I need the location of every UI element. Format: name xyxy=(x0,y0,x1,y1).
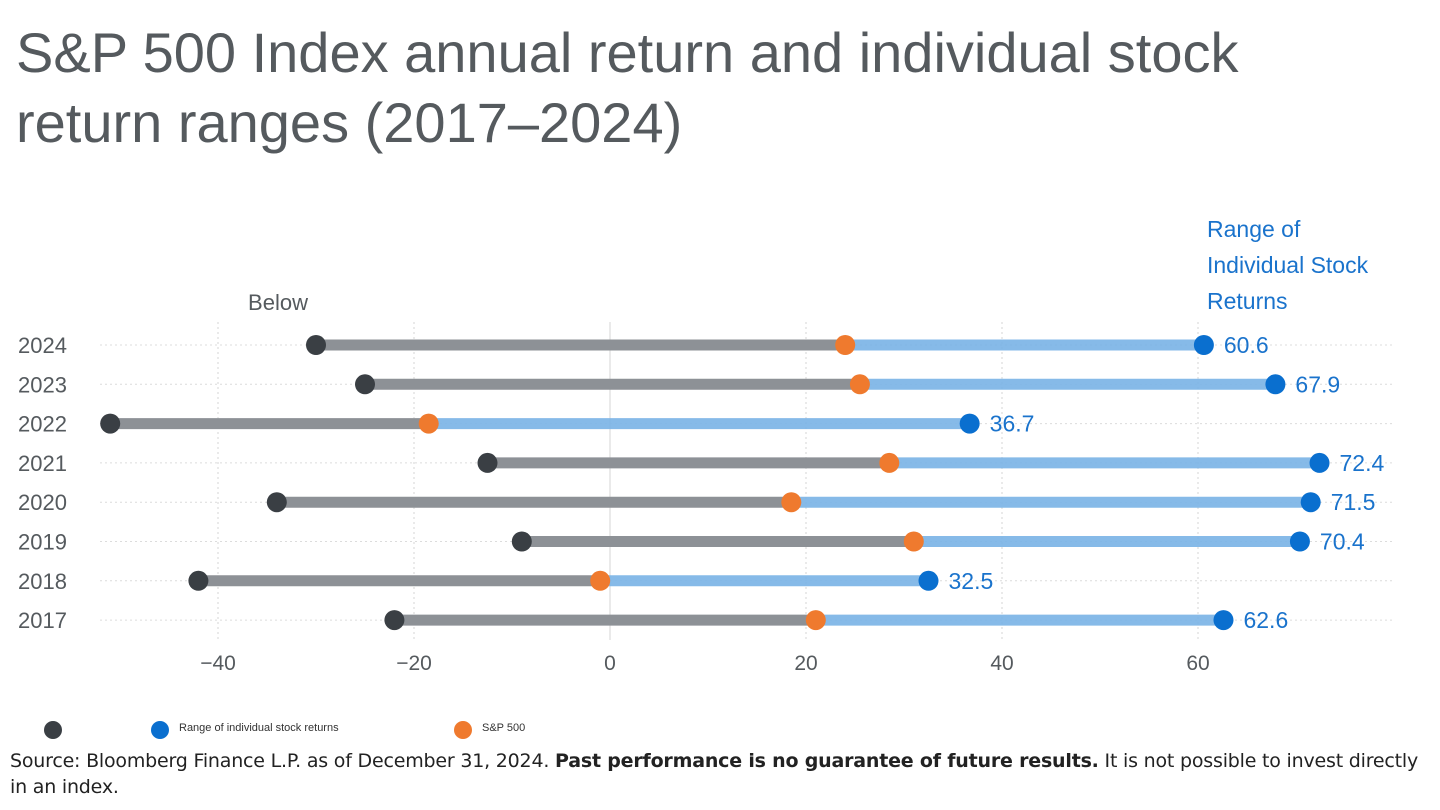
rows: 2024 60.6 2023 67.9 2022 36.7 2021 72.4 2020 71.5… xyxy=(18,332,1384,633)
year-label: 2022 xyxy=(18,412,67,437)
low-point xyxy=(511,531,532,552)
year-label: 2017 xyxy=(18,608,67,633)
high-value-label: 70.4 xyxy=(1320,529,1365,555)
annotation-range-line: Range of xyxy=(1207,216,1301,242)
high-point xyxy=(1265,374,1286,395)
high-point xyxy=(1300,492,1321,513)
source-note: Source: Bloomberg Finance L.P. as of Dec… xyxy=(10,748,1430,800)
high-point xyxy=(1289,531,1310,552)
low-point xyxy=(384,610,405,631)
legend-range-label: Range of individual stock returns xyxy=(179,722,339,734)
low-point xyxy=(266,492,287,513)
high-point xyxy=(1309,452,1330,473)
high-point xyxy=(959,413,980,434)
source-text-end: It is not possible to invest directly in… xyxy=(10,750,1419,798)
high-value-label: 71.5 xyxy=(1331,489,1376,515)
source-disclaimer: Past performance is no guarantee of futu… xyxy=(555,750,1099,772)
x-axis: −40 −20 0 20 40 60 xyxy=(200,652,1209,675)
sp500-point xyxy=(849,374,870,395)
low-point xyxy=(100,413,121,434)
legend-low-dot xyxy=(44,721,62,739)
sp500-point xyxy=(590,570,611,591)
annotation-range-line: Individual Stock xyxy=(1207,252,1369,278)
legend-high-dot xyxy=(151,721,169,739)
high-point xyxy=(1193,335,1214,355)
high-value-label: 60.6 xyxy=(1224,332,1269,358)
low-point xyxy=(188,570,209,591)
high-point xyxy=(1213,610,1234,631)
sp500-point xyxy=(903,531,924,552)
high-value-label: 36.7 xyxy=(990,411,1035,437)
annotations: Below Range of Individual Stock Returns xyxy=(248,216,1369,315)
sp500-point xyxy=(835,335,856,355)
chart-title: S&P 500 Index annual return and individu… xyxy=(16,21,1239,154)
year-label: 2019 xyxy=(18,530,67,555)
high-point xyxy=(918,570,939,591)
year-label: 2021 xyxy=(18,451,67,476)
high-value-label: 32.5 xyxy=(949,568,994,594)
sp500-point xyxy=(805,610,826,631)
x-tick-label: 60 xyxy=(1186,652,1209,675)
x-tick-label: −20 xyxy=(396,652,432,675)
high-value-label: 62.6 xyxy=(1243,607,1288,633)
x-tick-label: −40 xyxy=(200,652,236,675)
sp500-point xyxy=(418,413,439,434)
year-label: 2023 xyxy=(18,372,67,397)
low-point xyxy=(306,335,326,355)
low-point xyxy=(355,374,375,395)
sp500-point xyxy=(879,452,900,473)
x-tick-label: 40 xyxy=(990,652,1013,675)
year-label: 2020 xyxy=(18,490,67,515)
high-value-label: 72.4 xyxy=(1340,450,1385,476)
high-value-label: 67.9 xyxy=(1295,371,1340,397)
legend-sp500-label: S&P 500 xyxy=(482,722,526,734)
sp500-point xyxy=(781,492,802,513)
year-label: 2024 xyxy=(18,333,67,358)
legend-sp500-dot xyxy=(454,721,472,739)
source-text: Source: Bloomberg Finance L.P. as of Dec… xyxy=(10,750,556,772)
x-tick-label: 0 xyxy=(604,652,616,675)
x-tick-label: 20 xyxy=(794,652,817,675)
low-point xyxy=(477,452,498,473)
annotation-range-line: Returns xyxy=(1207,288,1288,314)
grid xyxy=(100,322,1395,640)
year-label: 2018 xyxy=(18,569,67,594)
annotation-below: Below xyxy=(248,290,308,315)
